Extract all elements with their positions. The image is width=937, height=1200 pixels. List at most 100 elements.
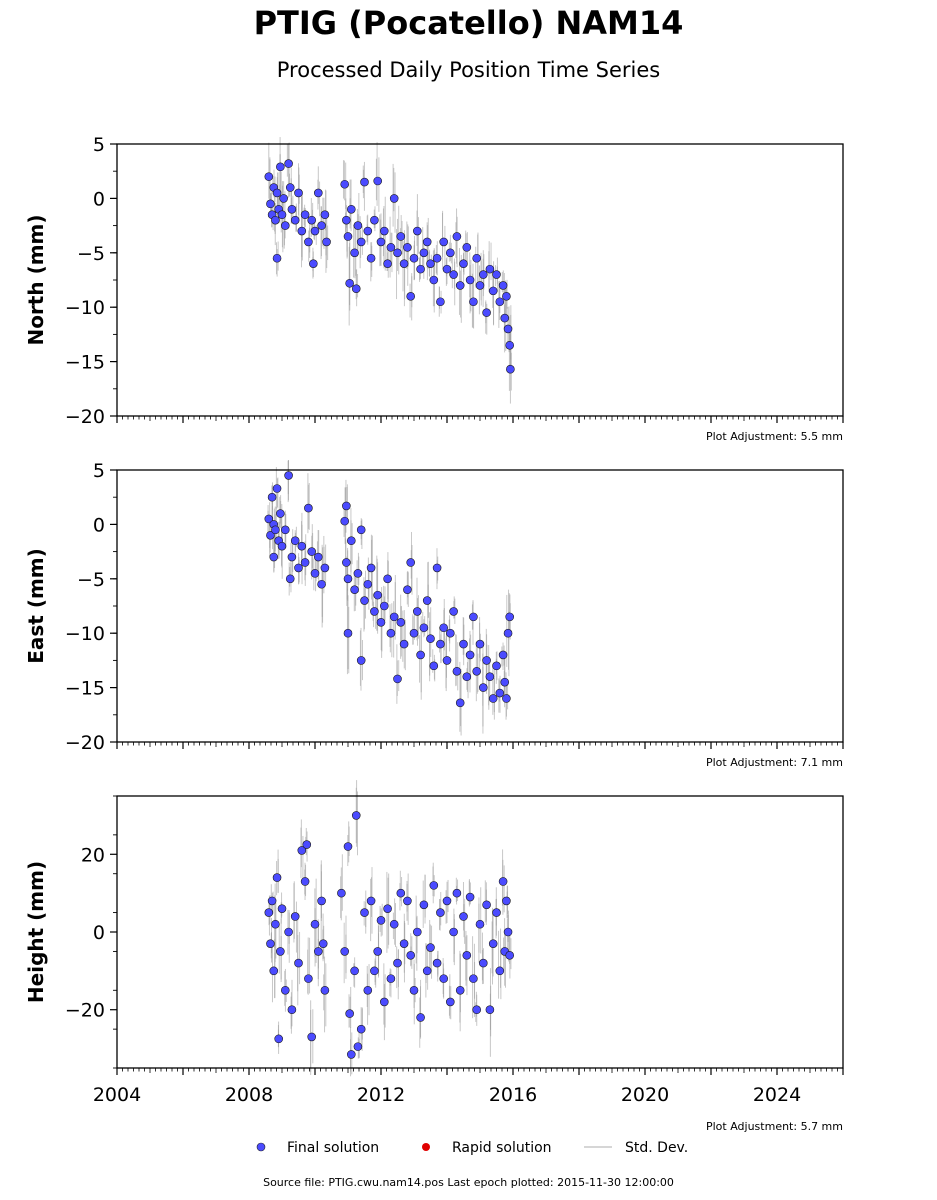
data-point [356, 237, 366, 247]
data-point [393, 958, 402, 968]
data-point [412, 607, 422, 616]
data-point [469, 974, 478, 983]
data-point [350, 966, 359, 976]
data-point [267, 492, 277, 502]
data-point [376, 618, 386, 627]
data-point [488, 939, 498, 948]
data-point [343, 574, 353, 584]
data-point [300, 877, 310, 886]
data-point [495, 297, 505, 307]
data-point [495, 966, 505, 976]
data-point [366, 563, 376, 573]
data-point [342, 501, 351, 511]
legend-final-marker [256, 1142, 266, 1152]
data-point [445, 997, 455, 1007]
data-point [320, 563, 330, 573]
data-point [317, 896, 326, 906]
data-point [294, 563, 303, 573]
data-point [416, 650, 425, 660]
data-point [267, 896, 277, 906]
data-point [383, 259, 392, 268]
data-point [307, 1032, 317, 1042]
data-point [373, 590, 383, 600]
data-point [264, 908, 274, 917]
data-point [346, 204, 356, 214]
data-point [280, 985, 290, 995]
data-point [406, 292, 416, 301]
data-point [277, 210, 287, 220]
data-point [416, 1013, 425, 1022]
final-solution-points [264, 471, 515, 708]
data-point [363, 226, 373, 236]
data-point [297, 846, 307, 855]
final-solution-points [264, 159, 515, 374]
data-point [403, 585, 412, 594]
data-point [290, 215, 300, 225]
y-tick-label: 5 [93, 460, 105, 482]
data-point [302, 840, 312, 849]
data-point [429, 275, 439, 285]
data-point [310, 569, 320, 578]
data-point [264, 514, 274, 524]
data-point [459, 912, 468, 921]
data-point [290, 536, 300, 546]
data-point [309, 259, 318, 268]
data-point [502, 292, 511, 301]
data-point [442, 656, 452, 665]
data-point [343, 842, 353, 851]
data-point [482, 656, 491, 665]
data-point [322, 237, 331, 247]
data-point [373, 176, 383, 186]
data-point [370, 966, 379, 976]
data-point [492, 270, 501, 279]
x-tick-label: 2008 [225, 1084, 273, 1106]
data-point [442, 264, 452, 274]
x-tick-label: 2004 [93, 1084, 141, 1106]
y-tick-label: −5 [77, 569, 105, 591]
data-point [445, 248, 455, 258]
data-point [340, 179, 350, 189]
data-point [276, 162, 285, 172]
data-point [345, 278, 354, 288]
data-point [284, 927, 293, 937]
data-point [472, 666, 482, 676]
data-point [284, 159, 293, 168]
data-point [307, 547, 317, 556]
data-point [269, 966, 279, 976]
y-tick-label: 0 [93, 922, 105, 944]
data-point [495, 688, 505, 698]
data-point [271, 919, 280, 929]
data-point [343, 232, 353, 241]
data-point [346, 1050, 356, 1059]
y-tick-label: −20 [65, 406, 105, 428]
data-point [360, 177, 369, 187]
data-point [503, 324, 513, 334]
data-point [264, 172, 274, 181]
data-point [373, 947, 383, 956]
data-point [360, 596, 369, 605]
data-point [272, 873, 282, 882]
data-point [422, 237, 432, 247]
data-point [353, 1042, 363, 1051]
data-point [343, 628, 353, 638]
data-point [300, 558, 310, 567]
y-tick-label: 0 [93, 514, 105, 536]
panel-1: 5 0 −5 −10 −15 −20 North (mm) Plot Adjustment: … [24, 134, 844, 443]
data-point [279, 194, 288, 203]
data-point [419, 248, 429, 258]
data-point [436, 297, 445, 307]
data-point [409, 985, 419, 995]
data-point [285, 183, 295, 192]
data-point [317, 579, 326, 589]
y-axis-label: Height (mm) [24, 861, 48, 1003]
data-point [449, 607, 458, 616]
data-point [488, 286, 498, 296]
data-point [506, 364, 515, 374]
y-tick-label: −5 [77, 243, 105, 265]
data-point [340, 947, 350, 956]
data-point [439, 623, 449, 633]
plot-adjustment: Plot Adjustment: 5.7 mm [706, 1120, 843, 1133]
data-point [399, 259, 409, 268]
data-point [356, 1024, 366, 1034]
data-point [403, 243, 412, 252]
